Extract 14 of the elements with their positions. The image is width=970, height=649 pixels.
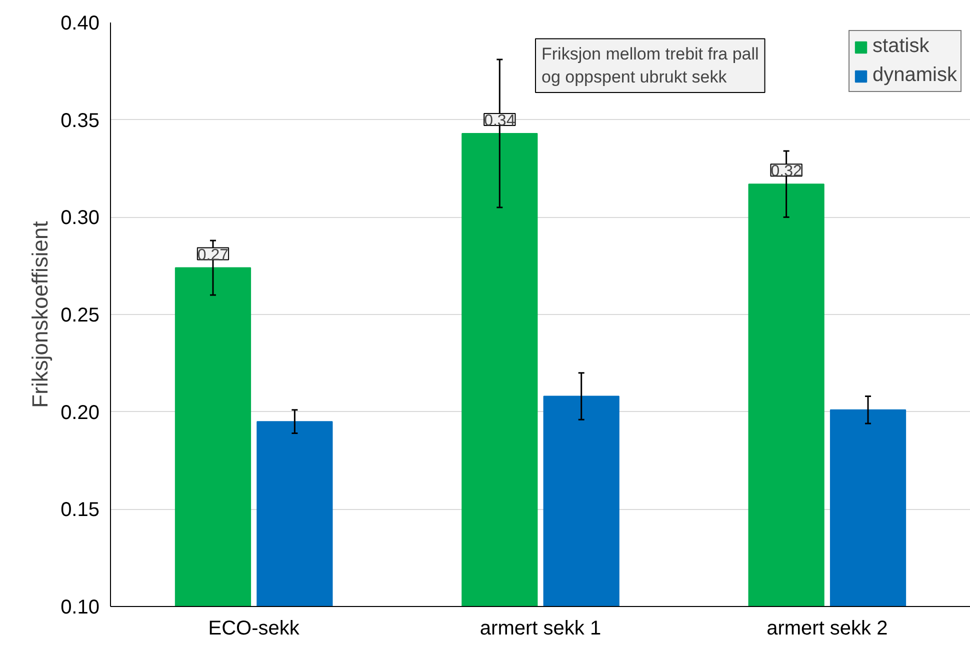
y-axis-title: Friksjonskoeffisient	[28, 221, 53, 408]
legend-label: dynamisk	[872, 64, 957, 87]
y-tick-label: 0.10	[60, 596, 100, 618]
y-tick-label: 0.35	[60, 110, 100, 132]
y-tick-label: 0.30	[60, 207, 100, 230]
x-tick-label: ECO-sekk	[208, 618, 300, 640]
y-tick-label: 0.25	[60, 304, 100, 326]
x-tick-label: armert sekk 1	[480, 618, 602, 640]
y-tick-label: 0.20	[60, 402, 100, 424]
x-tick-label: armert sekk 2	[766, 618, 888, 640]
legend-title: Friksjon mellom trebit fra pall og oppspent ubrukt sekk	[542, 44, 759, 86]
y-tick-label: 0.40	[60, 12, 100, 34]
y-tick-label: 0.15	[60, 499, 100, 522]
legend-label: statisk	[872, 35, 930, 58]
